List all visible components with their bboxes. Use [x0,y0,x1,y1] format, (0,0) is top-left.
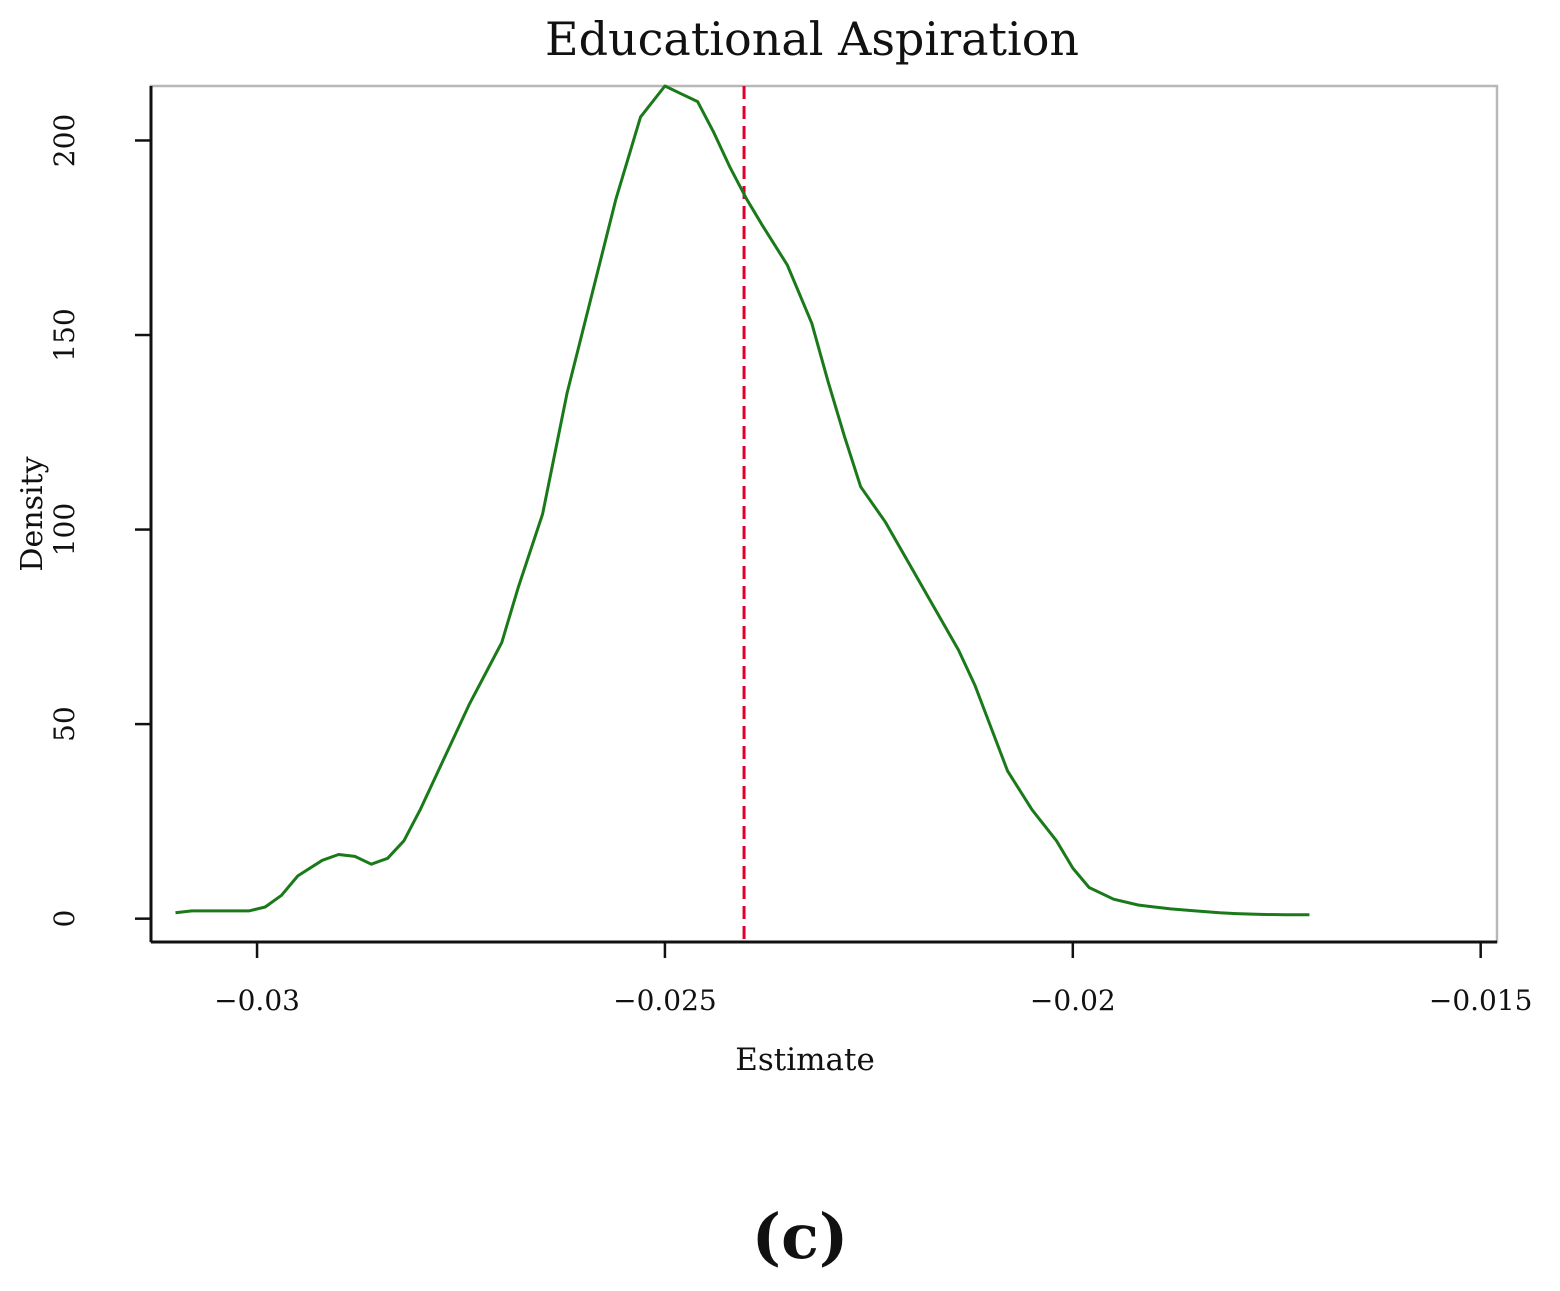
y-tick-label: 0 [48,910,81,928]
x-axis-ticks: −0.03 −0.025 −0.02 −0.015 [214,942,1532,1017]
y-tick-label: 200 [48,114,81,167]
x-axis-label: Estimate [735,1042,875,1078]
y-axis-ticks: 0 50 100 150 200 [48,114,151,928]
density-curve [175,84,1310,917]
y-tick-label: 150 [48,308,81,361]
x-tick-label: −0.02 [1030,984,1116,1017]
y-tick-label: 50 [48,706,81,742]
y-axis-label: Density [15,456,50,571]
y-tick-label: 100 [48,503,81,556]
plot-frame [149,84,1499,944]
x-tick-label: −0.015 [1429,984,1533,1017]
x-tick-label: −0.025 [613,984,717,1017]
chart-title: Educational Aspiration [545,12,1079,66]
panel-label: (c) [752,1200,848,1273]
x-tick-label: −0.03 [214,984,300,1017]
